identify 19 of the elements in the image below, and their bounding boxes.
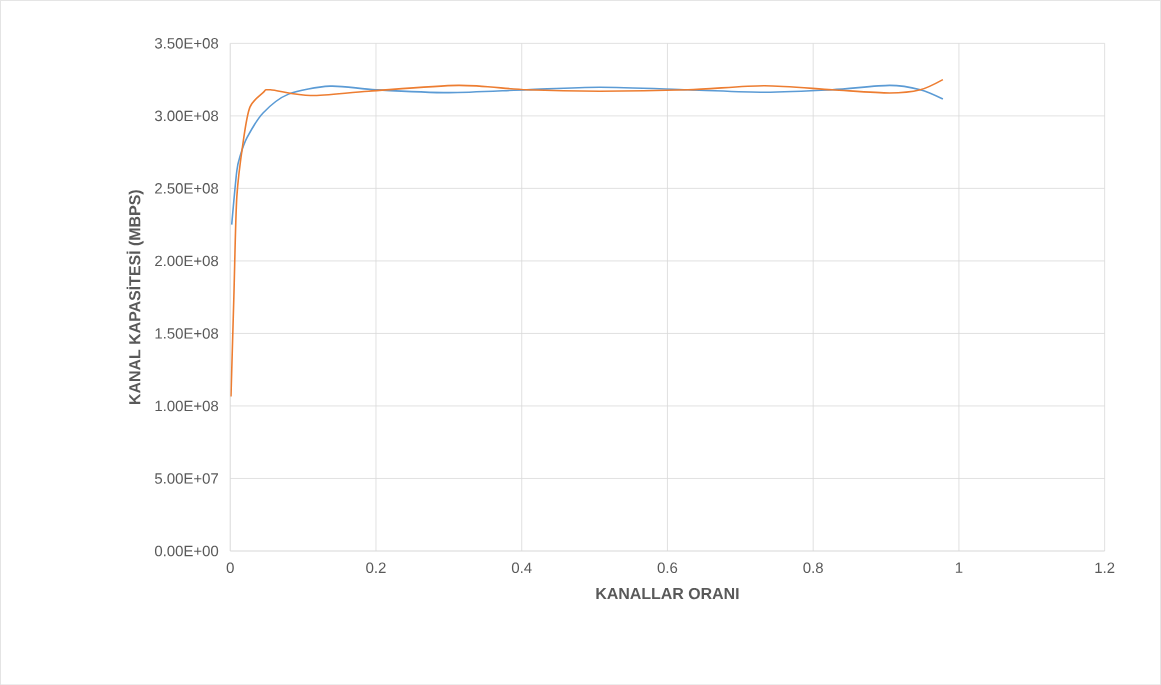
y-tick-label: 2.50E+08: [155, 182, 219, 194]
line-series: [230, 78, 944, 398]
y-tick-label: 5.00E+07: [154, 473, 218, 484]
x-tick-label: 1: [955, 562, 963, 573]
y-tick-label: 3.00E+08: [154, 110, 219, 121]
y-tick-label: 1.50E+08: [155, 327, 219, 339]
y-tick-label: 3.50E+08: [154, 37, 219, 49]
x-tick-label: 0: [226, 562, 234, 573]
line-series: [230, 84, 944, 226]
x-tick-label: 0.4: [511, 562, 532, 573]
x-tick-label: 0.8: [803, 562, 823, 573]
y-tick-label: 0.00E+00: [154, 545, 219, 557]
y-axis-title: KANAL KAPASİTESİ (MBPS): [126, 190, 144, 404]
x-tick-label: 0.2: [366, 562, 386, 573]
y-tick-label: 1.00E+08: [155, 400, 219, 412]
x-tick-label: 1.2: [1095, 562, 1115, 573]
x-tick-label: 0.6: [657, 562, 678, 573]
y-tick-label: 2.00E+08: [155, 255, 219, 267]
x-axis-title: KANALLAR ORANI: [596, 587, 739, 600]
